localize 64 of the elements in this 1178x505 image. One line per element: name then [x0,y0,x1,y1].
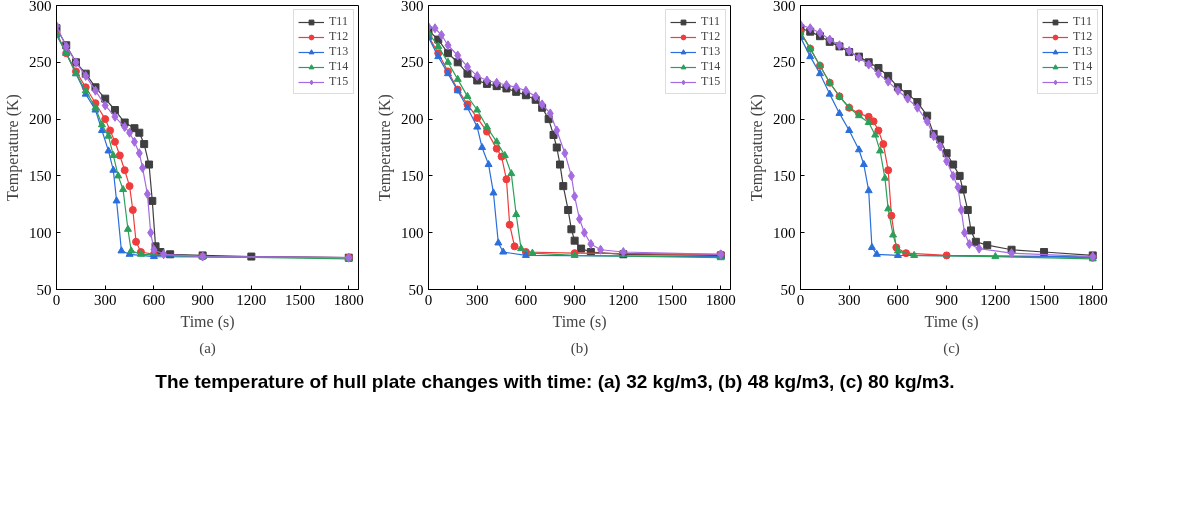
y-tick-label: 100 [773,224,796,241]
y-tick-label: 200 [773,111,796,128]
y-tick-label: 250 [401,54,424,71]
y-tick-label: 100 [401,224,424,241]
legend-label: T13 [329,44,349,59]
x-axis-title: Time (s) [552,312,607,331]
x-tick-label: 1500 [657,291,688,308]
x-axis-title: Time (s) [180,312,235,331]
x-tick-label: 1200 [236,291,267,308]
y-tick-label: 200 [29,111,52,128]
text: (b) [570,339,589,357]
legend-label: T12 [1073,29,1093,44]
y-tick-label: 150 [401,167,424,184]
y-axis-title: Temperature (K) [376,94,394,201]
x-tick-label: 1500 [285,291,316,308]
y-tick-label: 250 [29,54,52,71]
x-tick-label: 300 [93,291,117,308]
legend-label: T13 [701,44,721,59]
y-tick-label: 200 [401,111,424,128]
legend-label: T12 [701,29,721,44]
y-axis-title: Temperature (K) [4,94,22,201]
x-tick-label: 600 [142,291,166,308]
x-tick-label: 1200 [608,291,639,308]
x-tick-label: 1500 [1029,291,1060,308]
legend-label: T14 [329,59,349,74]
legend-label: T11 [329,14,349,29]
x-axis-title: Time (s) [924,312,979,331]
y-tick-label: 300 [29,0,52,14]
x-tick-label: 1800 [333,291,364,308]
text: (a) [199,339,216,357]
legend-label: T15 [701,74,721,89]
x-tick-label: 1200 [980,291,1011,308]
x-tick-label: 300 [837,291,861,308]
y-axis-title: Temperature (K) [748,94,766,201]
x-tick-label: 900 [935,291,958,308]
text: The temperature of hull plate changes with time: (a) 32 kg/m3, (b) 48 kg/m3, (c) 80 kg/m3. [155,370,955,394]
legend-label: T12 [329,29,349,44]
text: (c) [943,339,960,357]
legend-label: T14 [701,59,721,74]
x-tick-label: 0 [52,291,61,308]
x-tick-label: 600 [514,291,538,308]
x-tick-label: 900 [191,291,214,308]
y-tick-label: 150 [29,167,52,184]
y-tick-label: 150 [773,167,796,184]
x-tick-label: 1800 [1077,291,1108,308]
legend-label: T15 [1073,74,1093,89]
y-tick-label: 50 [780,281,796,298]
y-tick-label: 50 [36,281,52,298]
legend-label: T13 [1073,44,1093,59]
y-tick-label: 50 [408,281,424,298]
y-tick-label: 250 [773,54,796,71]
x-tick-label: 300 [465,291,489,308]
y-tick-label: 100 [29,224,52,241]
legend-label: T15 [329,74,349,89]
legend-label: T14 [1073,59,1093,74]
x-tick-label: 0 [796,291,805,308]
x-tick-label: 0 [424,291,433,308]
legend-label: T11 [1073,14,1093,29]
legend-label: T11 [701,14,721,29]
x-tick-label: 600 [886,291,910,308]
y-tick-label: 300 [773,0,796,14]
x-tick-label: 1800 [705,291,736,308]
y-tick-label: 300 [401,0,424,14]
x-tick-label: 900 [563,291,586,308]
